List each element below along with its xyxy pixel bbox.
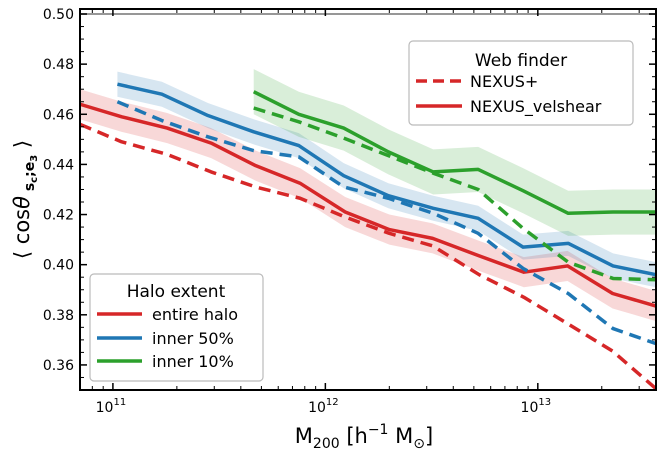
- y-tick-label: 0.42: [43, 208, 74, 224]
- y-tick-label: 0.36: [43, 358, 74, 374]
- legend-web-finder-title: Web finder: [475, 51, 567, 71]
- series-lines: [79, 82, 658, 391]
- axis-ticks: 0.36 0.38 0.40 0.42 0.44 0.46 0.48 0.50 1011 1012…: [43, 7, 656, 416]
- legend-entire-halo-label: entire halo: [152, 305, 238, 324]
- legend-web-finder-box: [408, 40, 634, 126]
- x-axis-title: M200 [h−1 M⊙]: [295, 422, 433, 452]
- legend-inner10-label: inner 10%: [152, 352, 234, 371]
- band-inner-10-nexus-velshear: [253, 69, 657, 236]
- x-axis-label: M200 [h−1 M⊙]: [295, 422, 433, 452]
- legend-inner50-label: inner 50%: [152, 329, 234, 348]
- series-line-entire-halo-nexus-: [79, 122, 658, 391]
- y-tick-label: 0.44: [43, 157, 74, 173]
- y-tick-label: 0.50: [43, 7, 74, 23]
- legend-halo-extent-title: Halo extent: [127, 282, 226, 302]
- band-inner-50-nexus-velshear: [117, 71, 656, 288]
- x-tick-label: 1013: [521, 397, 552, 416]
- y-tick-label: 0.38: [43, 308, 74, 324]
- confidence-bands: [80, 69, 657, 322]
- series-line-inner-50-nexus-velshear: [117, 82, 657, 277]
- legend-halo-extent-box: [89, 273, 264, 382]
- legend-halo-extent: Halo extent entire halo inner 50% inner …: [89, 273, 264, 382]
- y-tick-label: 0.40: [43, 258, 74, 274]
- y-tick-label: 0.48: [43, 57, 74, 73]
- series-line-inner-10-nexus-: [253, 106, 657, 282]
- series-line-inner-10-nexus-velshear: [252, 90, 656, 216]
- legend-web-finder: Web finder NEXUS+ NEXUS_velshear: [408, 40, 634, 126]
- x-tick-label: 1011: [96, 397, 127, 416]
- series-line-inner-50-nexus-: [116, 100, 657, 346]
- legend-nexusplus-label: NEXUS+: [470, 72, 538, 91]
- legend-velshear-label: NEXUS_velshear: [470, 97, 602, 117]
- y-axis-label: ⟨ cosθ sc;e3 ⟩: [10, 140, 40, 259]
- series-line-entire-halo-nexus-velshear: [79, 102, 657, 308]
- y-axis-title: ⟨ cosθ sc;e3 ⟩: [10, 140, 40, 259]
- x-tick-label: 1012: [308, 397, 339, 416]
- band-entire-halo-nexus-velshear: [80, 89, 656, 322]
- plot-frame: [79, 8, 657, 391]
- y-tick-label: 0.46: [43, 107, 74, 123]
